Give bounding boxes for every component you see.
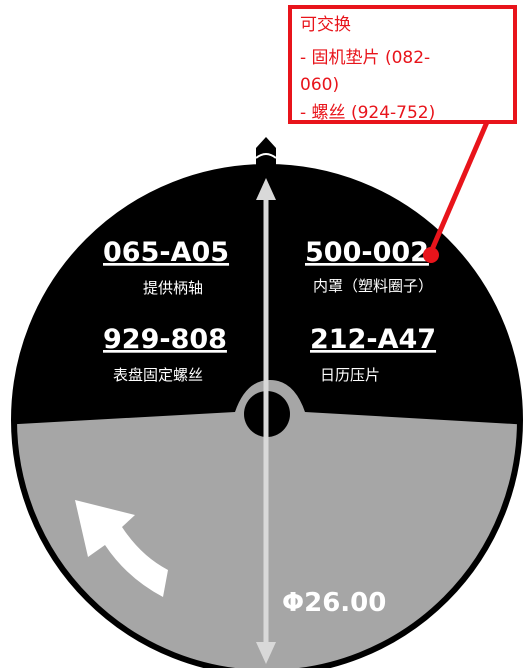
callout-line-2: - 固机垫片 (082-	[300, 48, 430, 68]
part-desc-1: 提供柄轴	[143, 279, 203, 297]
rotation-arrow-icon	[75, 500, 168, 597]
part-desc-3: 内罩（塑料圈子）	[313, 277, 433, 295]
part-code-4: 212-A47	[310, 324, 436, 355]
callout-box	[288, 5, 517, 124]
dimension-line	[256, 178, 276, 664]
part-desc-4: 日历压片	[320, 366, 380, 384]
part-code-3: 500-002	[305, 237, 429, 268]
callout-leader	[428, 121, 490, 253]
callout-marker	[423, 247, 439, 263]
callout-line-3: 060)	[300, 75, 339, 95]
dial-rim	[11, 164, 523, 668]
part-desc-2: 表盘固定螺丝	[113, 366, 203, 384]
part-code-1: 065-A05	[103, 237, 229, 268]
callout-line-4: - 螺丝 (924-752)	[300, 103, 435, 123]
diameter-label: Φ26.00	[282, 588, 386, 618]
crown-icon	[255, 137, 277, 165]
callout-line-1: 可交换	[300, 15, 351, 35]
part-code-2: 929-808	[103, 324, 227, 355]
callout: 可交换 - 固机垫片 (082- 060) - 螺丝 (924-752)	[288, 5, 517, 263]
